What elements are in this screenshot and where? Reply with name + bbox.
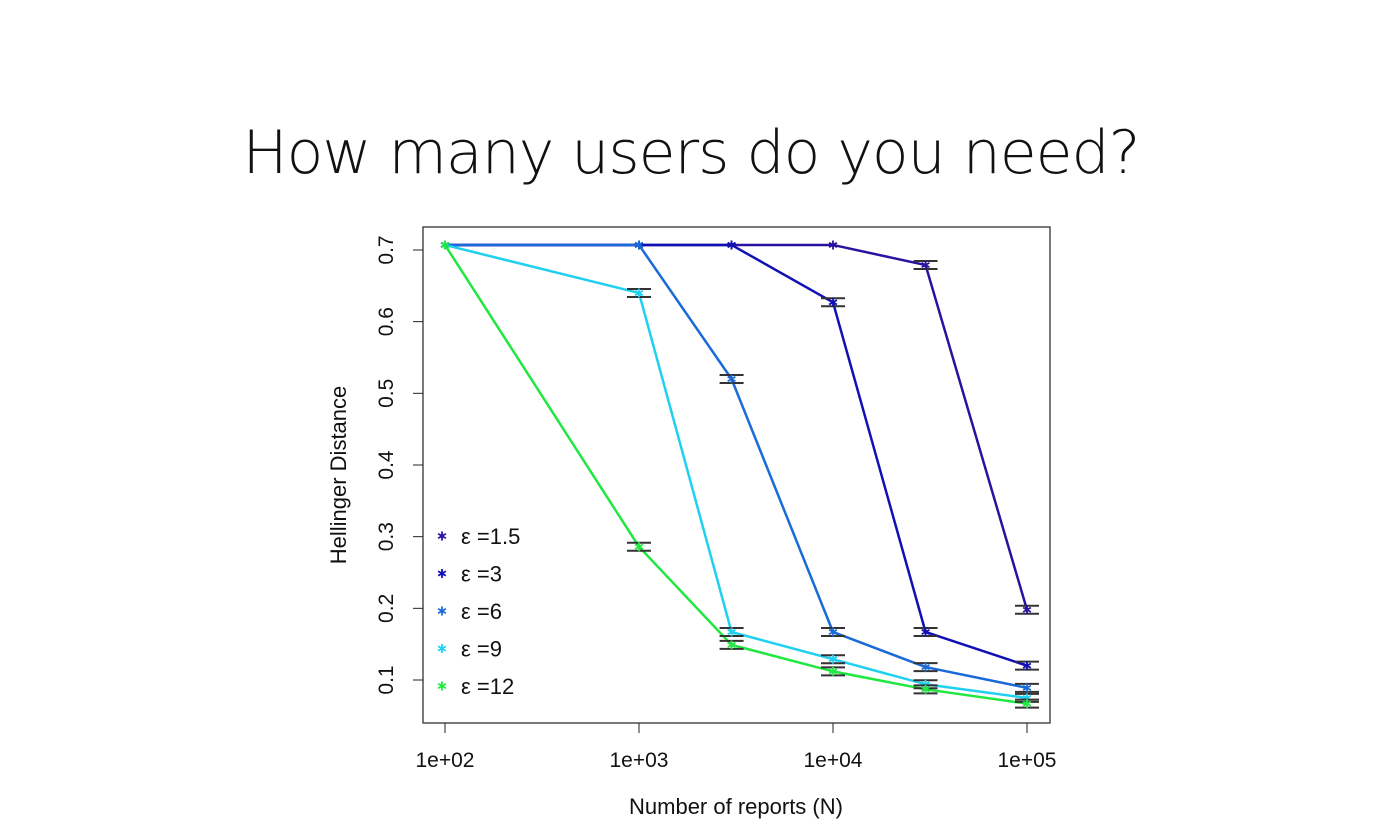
x-tick-label: 1e+02	[416, 749, 475, 772]
legend-label: ε =12	[461, 674, 514, 699]
series-line	[443, 244, 1028, 705]
data-point-marker	[634, 288, 644, 298]
x-axis-label: Number of reports (N)	[629, 794, 843, 819]
data-point-marker	[634, 240, 644, 250]
x-tick-label: 1e+04	[804, 749, 863, 772]
legend-label: ε =9	[461, 637, 502, 662]
series-line	[445, 243, 1028, 667]
x-tick-label: 1e+03	[610, 749, 669, 772]
data-point-marker	[727, 374, 736, 384]
series-line	[444, 243, 1028, 700]
data-point-marker	[921, 260, 930, 270]
legend-marker	[437, 531, 447, 541]
data-point-marker	[1022, 683, 1032, 693]
y-tick-label: 0.3	[375, 522, 398, 551]
data-point-marker	[1022, 661, 1032, 671]
data-point-marker	[1022, 605, 1032, 615]
data-point-marker	[828, 297, 838, 307]
series-line	[445, 243, 1029, 611]
y-tick-label: 0.5	[375, 379, 398, 408]
data-point-marker	[828, 240, 838, 250]
y-tick-label: 0.1	[375, 665, 398, 694]
slide-title: How many users do you need?	[242, 118, 1141, 188]
data-point-marker	[634, 542, 644, 552]
data-point-marker	[921, 662, 930, 672]
y-tick-label: 0.4	[375, 450, 398, 480]
legend-label: ε =6	[461, 599, 502, 624]
plot-lines	[440, 240, 1039, 709]
legend-label: ε =3	[461, 562, 502, 587]
legend-marker	[437, 606, 447, 616]
data-point-marker	[921, 684, 930, 694]
data-point-marker	[828, 627, 838, 637]
legend-marker	[437, 569, 447, 578]
data-point-marker	[828, 666, 838, 676]
y-tick-label: 0.7	[375, 235, 398, 264]
data-point-marker	[727, 640, 736, 650]
series-line	[445, 243, 1028, 690]
data-point-marker	[727, 627, 736, 637]
axes: 1e+02 1e+03 1e+04 1e+05 0.1 0.2 0.3 0.4 0.5 0.6 0.…	[375, 235, 1056, 772]
data-point-marker	[1022, 699, 1032, 709]
data-point-marker	[921, 627, 930, 637]
y-tick-label: 0.6	[375, 307, 398, 336]
legend: ε =1.5 ε =3 ε =6 ε =9 ε =12	[437, 524, 520, 699]
data-point-marker	[828, 654, 838, 664]
legend-label: ε =1.5	[461, 524, 520, 549]
y-tick-label: 0.2	[375, 594, 398, 623]
legend-marker	[437, 681, 447, 691]
x-tick-label: 1e+05	[998, 749, 1057, 772]
y-axis-label: Hellinger Distance	[326, 386, 351, 565]
data-point-marker	[440, 240, 450, 250]
data-point-marker	[727, 240, 736, 250]
legend-marker	[437, 644, 447, 653]
